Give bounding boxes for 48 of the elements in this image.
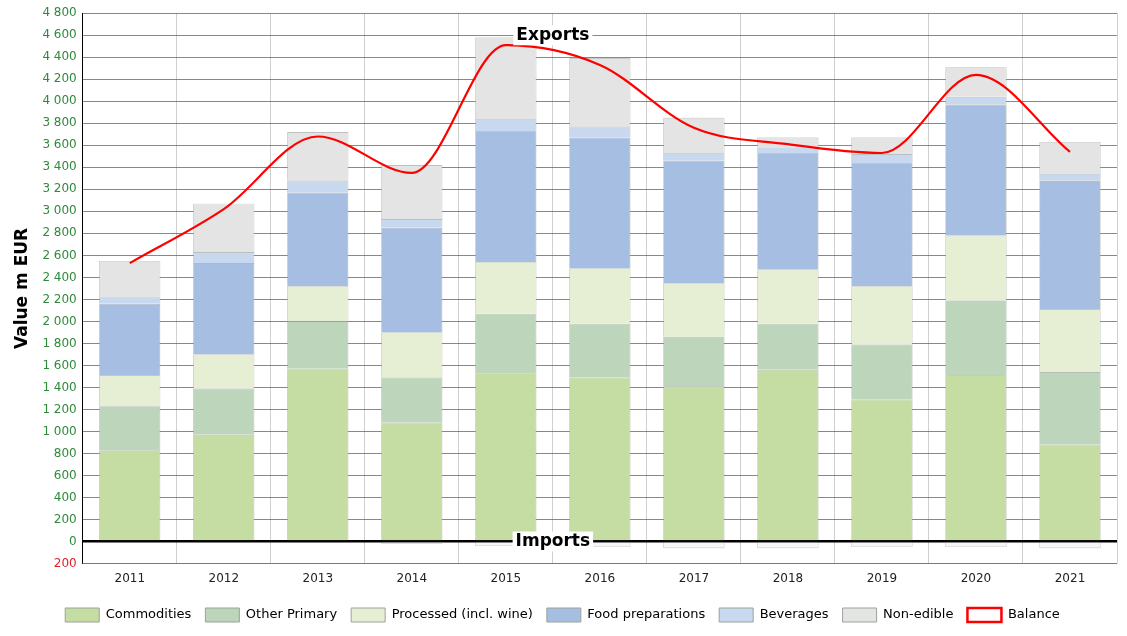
line-series <box>128 44 1072 265</box>
y-tick-label: 1 000 <box>42 423 77 438</box>
y-tick-label: 1 800 <box>42 335 77 350</box>
y-tick-label: 3 200 <box>42 181 77 196</box>
y-tick-label: 3 000 <box>42 203 77 218</box>
y-tick-label: 4 800 <box>42 5 77 20</box>
y-tick-label: 3 400 <box>42 159 77 174</box>
y-tick-label: 2 000 <box>42 313 77 328</box>
y-tick-label: 3 600 <box>42 137 77 152</box>
y-tick-label: 1 600 <box>42 357 77 372</box>
y-tick-label: 200 <box>53 511 77 526</box>
x-tick-label: 2021 <box>1054 570 1086 585</box>
annotation: Exports <box>516 23 590 44</box>
legend-label: Beverages <box>759 606 829 622</box>
y-tick-label: 2 600 <box>42 247 77 262</box>
x-tick-label: 2012 <box>208 570 240 585</box>
annotation: Imports <box>515 530 591 551</box>
x-tick-label: 2015 <box>490 570 522 585</box>
legend-label: Food preparations <box>587 606 706 622</box>
x-tick-label: 2016 <box>584 570 616 585</box>
x-tick-label: 2020 <box>960 570 992 585</box>
y-tick-label: 1 200 <box>42 401 77 416</box>
y-tick-label: 800 <box>53 445 77 460</box>
y-tick-label: 2 200 <box>42 291 77 306</box>
legend-label: Commodities <box>105 606 192 622</box>
y-axis-title: Value m EUR <box>10 227 31 350</box>
y-tick-label: 4 600 <box>42 27 77 42</box>
x-tick-label: 2014 <box>396 570 428 585</box>
y-tick-label: 3 800 <box>42 115 77 130</box>
y-tick-label: 200 <box>53 555 77 570</box>
x-tick-label: 2017 <box>678 570 710 585</box>
y-tick-label: 4 000 <box>42 93 77 108</box>
y-tick-label: 2 800 <box>42 225 77 240</box>
y-tick-label: 4 200 <box>42 71 77 86</box>
y-tick-label: 0 <box>69 533 77 548</box>
legend-label: Processed (incl. wine) <box>391 606 533 622</box>
x-tick-label: 2018 <box>772 570 804 585</box>
legend-label: Non-edible <box>883 606 954 622</box>
y-tick-label: 400 <box>53 489 77 504</box>
y-tick-label: 600 <box>53 467 77 482</box>
legend-label: Other Primary <box>245 606 338 622</box>
x-tick-label: 2013 <box>302 570 334 585</box>
legend-label: Balance <box>1007 606 1060 622</box>
x-tick-label: 2019 <box>866 570 898 585</box>
y-tick-label: 1 400 <box>42 379 77 394</box>
y-tick-label: 4 400 <box>42 49 77 64</box>
x-tick-label: 2011 <box>114 570 146 585</box>
y-tick-label: 2 400 <box>42 269 77 284</box>
